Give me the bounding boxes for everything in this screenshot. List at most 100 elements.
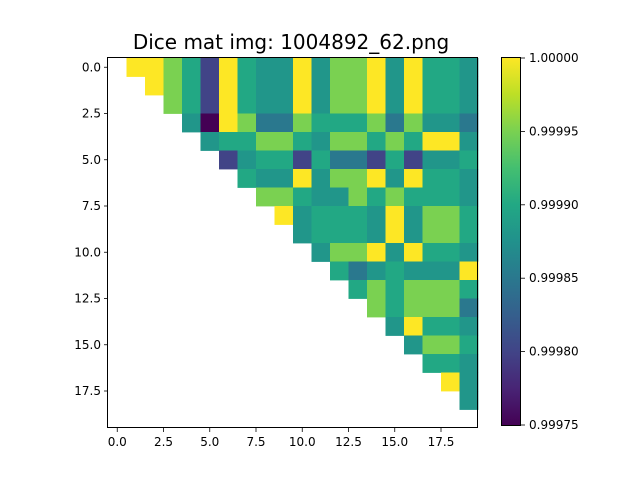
- heatmap-cell: [348, 132, 368, 151]
- heatmap-cell: [422, 317, 442, 336]
- heatmap-cell: [404, 224, 423, 244]
- heatmap-cell: [367, 224, 386, 244]
- x-tick-label: 12.5: [335, 435, 362, 449]
- heatmap-cell: [348, 206, 368, 225]
- heatmap-cell: [330, 76, 349, 96]
- axes-frame: [107, 57, 478, 428]
- heatmap-cell: [404, 280, 423, 299]
- heatmap-cell: [404, 243, 423, 262]
- heatmap-cell: [459, 206, 479, 225]
- heatmap-cell: [459, 58, 479, 77]
- heatmap-cell: [422, 224, 442, 244]
- heatmap-cell: [441, 335, 460, 355]
- heatmap-cell: [219, 95, 238, 114]
- y-tick-label: 2.5: [82, 107, 101, 121]
- heatmap-cell: [311, 224, 331, 244]
- heatmap-cell: [422, 58, 442, 77]
- heatmap-cell: [459, 317, 479, 336]
- heatmap-cell: [459, 354, 479, 373]
- heatmap-cell: [330, 187, 349, 207]
- heatmap-cell: [385, 187, 405, 207]
- heatmap-cell: [200, 58, 220, 77]
- heatmap-cell: [126, 58, 146, 77]
- heatmap-cell: [200, 113, 220, 133]
- heatmap-cell: [404, 76, 423, 96]
- heatmap-cell: [348, 95, 368, 114]
- heatmap-cell: [367, 261, 386, 281]
- heatmap-cell: [274, 206, 294, 225]
- chart-title: Dice mat img: 1004892_62.png: [133, 30, 449, 54]
- x-tick-label: 7.5: [246, 435, 265, 449]
- heatmap-cell: [385, 224, 405, 244]
- heatmap-cell: [163, 76, 183, 96]
- heatmap-cell: [441, 58, 460, 77]
- y-tick-label: 15.0: [74, 338, 101, 352]
- heatmap-cell: [459, 280, 479, 299]
- heatmap-cell: [367, 113, 386, 133]
- heatmap-cell: [330, 95, 349, 114]
- heatmap-cell: [237, 169, 257, 188]
- heatmap-cell: [330, 58, 349, 77]
- heatmap-cell: [441, 224, 460, 244]
- heatmap-cell: [330, 169, 349, 188]
- heatmap-cell: [385, 169, 405, 188]
- heatmap-cell: [256, 113, 275, 133]
- heatmap-cell: [422, 280, 442, 299]
- heatmap-cell: [182, 95, 201, 114]
- heatmap-cell: [422, 298, 442, 318]
- heatmap-cell: [404, 317, 423, 336]
- colorbar-axis: 1.00000 0.99995 0.99990 0.99985 0.99980 0.999…: [521, 51, 579, 432]
- heatmap-cell: [367, 58, 386, 77]
- heatmap-cell: [348, 187, 368, 207]
- heatmap-cell: [293, 113, 312, 133]
- heatmap-cell: [293, 187, 312, 207]
- heatmap-cell: [293, 224, 312, 244]
- heatmap-cell: [219, 76, 238, 96]
- heatmap-cell: [385, 317, 405, 336]
- heatmap-cell: [367, 169, 386, 188]
- heatmap-cell: [311, 95, 331, 114]
- heatmap-cell: [293, 95, 312, 114]
- heatmap-cell: [422, 169, 442, 188]
- heatmap-cell: [348, 113, 368, 133]
- heatmap-cell: [367, 132, 386, 151]
- heatmap-cell: [459, 150, 479, 170]
- heatmap-cell: [330, 150, 349, 170]
- heatmap-cell: [422, 150, 442, 170]
- heatmap-cell: [274, 150, 294, 170]
- colorbar-tick-label: 0.99980: [529, 345, 579, 359]
- heatmap-cell: [163, 58, 183, 77]
- colorbar-tick-label: 1.00000: [529, 51, 579, 65]
- heatmap-cell: [330, 113, 349, 133]
- colorbar-tick-label: 0.99975: [529, 418, 579, 432]
- heatmap-cell: [422, 95, 442, 114]
- heatmap-cell: [404, 150, 423, 170]
- heatmap-cell: [441, 150, 460, 170]
- y-tick-label: 7.5: [82, 199, 101, 213]
- x-tick-label: 5.0: [200, 435, 219, 449]
- heatmap-cell: [348, 150, 368, 170]
- heatmap-cell: [219, 58, 238, 77]
- heatmap-cell: [330, 243, 349, 262]
- heatmap-cell: [385, 206, 405, 225]
- colorbar: [501, 57, 521, 426]
- heatmap-cell: [311, 113, 331, 133]
- heatmap-cell: [404, 58, 423, 77]
- heatmap-cell: [256, 169, 275, 188]
- heatmap-cell: [274, 58, 294, 77]
- heatmap-cell: [385, 150, 405, 170]
- heatmap-cell: [367, 298, 386, 318]
- heatmap-cell: [200, 95, 220, 114]
- heatmap-cell: [237, 58, 257, 77]
- x-tick-label: 2.5: [154, 435, 173, 449]
- heatmap-cell: [422, 261, 442, 281]
- heatmap-cell: [348, 280, 368, 299]
- heatmap-cell: [256, 132, 275, 151]
- heatmap-cell: [422, 187, 442, 207]
- heatmap-cell: [459, 261, 479, 281]
- heatmap-cell: [200, 132, 220, 151]
- heatmap-cell: [459, 372, 479, 392]
- heatmap-cell: [274, 95, 294, 114]
- heatmap-cell: [441, 280, 460, 299]
- y-axis: 0.0 2.5 5.0 7.5 10.0 12.5 15.0 17.5: [74, 60, 108, 398]
